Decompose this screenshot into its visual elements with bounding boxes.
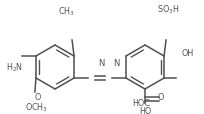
Text: OCH$_3$: OCH$_3$ [26,101,49,113]
Text: HOC: HOC [132,98,150,107]
Text: OH: OH [181,48,193,57]
Text: SO$_3$H: SO$_3$H [157,4,179,16]
Text: CH$_3$: CH$_3$ [58,6,74,18]
Text: N: N [113,59,119,68]
Text: O: O [35,92,41,101]
Text: HO: HO [139,107,151,114]
Text: O: O [158,93,164,102]
Text: N: N [98,59,104,68]
Text: H$_2$N: H$_2$N [6,61,23,74]
